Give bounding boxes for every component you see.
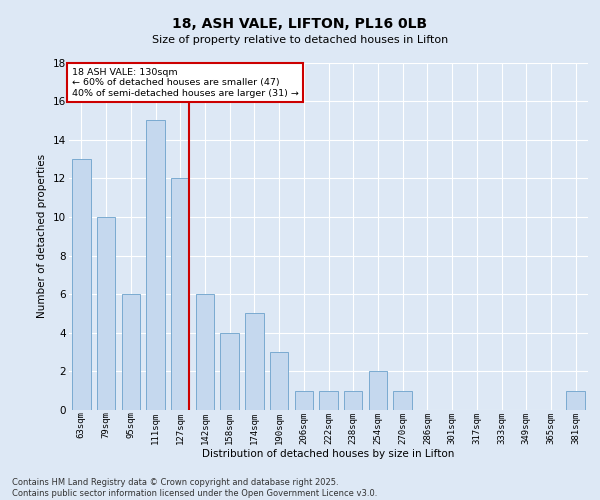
Bar (344, 390, 362, 410)
Y-axis label: Number of detached properties: Number of detached properties (37, 154, 47, 318)
Bar (295, 390, 313, 410)
Bar (220, 333, 239, 410)
Text: 18 ASH VALE: 130sqm
← 60% of detached houses are smaller (47)
40% of semi-detach: 18 ASH VALE: 130sqm ← 60% of detached ho… (71, 68, 298, 98)
Bar (146, 120, 165, 410)
Text: Contains HM Land Registry data © Crown copyright and database right 2025.
Contai: Contains HM Land Registry data © Crown c… (12, 478, 377, 498)
Bar (270, 352, 289, 410)
Bar (171, 178, 190, 410)
Bar (72, 159, 91, 410)
Bar (319, 390, 338, 410)
Bar (196, 294, 214, 410)
Bar (245, 314, 263, 410)
Bar (122, 294, 140, 410)
Text: 18, ASH VALE, LIFTON, PL16 0LB: 18, ASH VALE, LIFTON, PL16 0LB (172, 18, 428, 32)
Bar (368, 372, 387, 410)
Bar (394, 390, 412, 410)
Bar (97, 217, 115, 410)
Text: Size of property relative to detached houses in Lifton: Size of property relative to detached ho… (152, 35, 448, 45)
Bar (566, 390, 585, 410)
X-axis label: Distribution of detached houses by size in Lifton: Distribution of detached houses by size … (202, 449, 455, 459)
